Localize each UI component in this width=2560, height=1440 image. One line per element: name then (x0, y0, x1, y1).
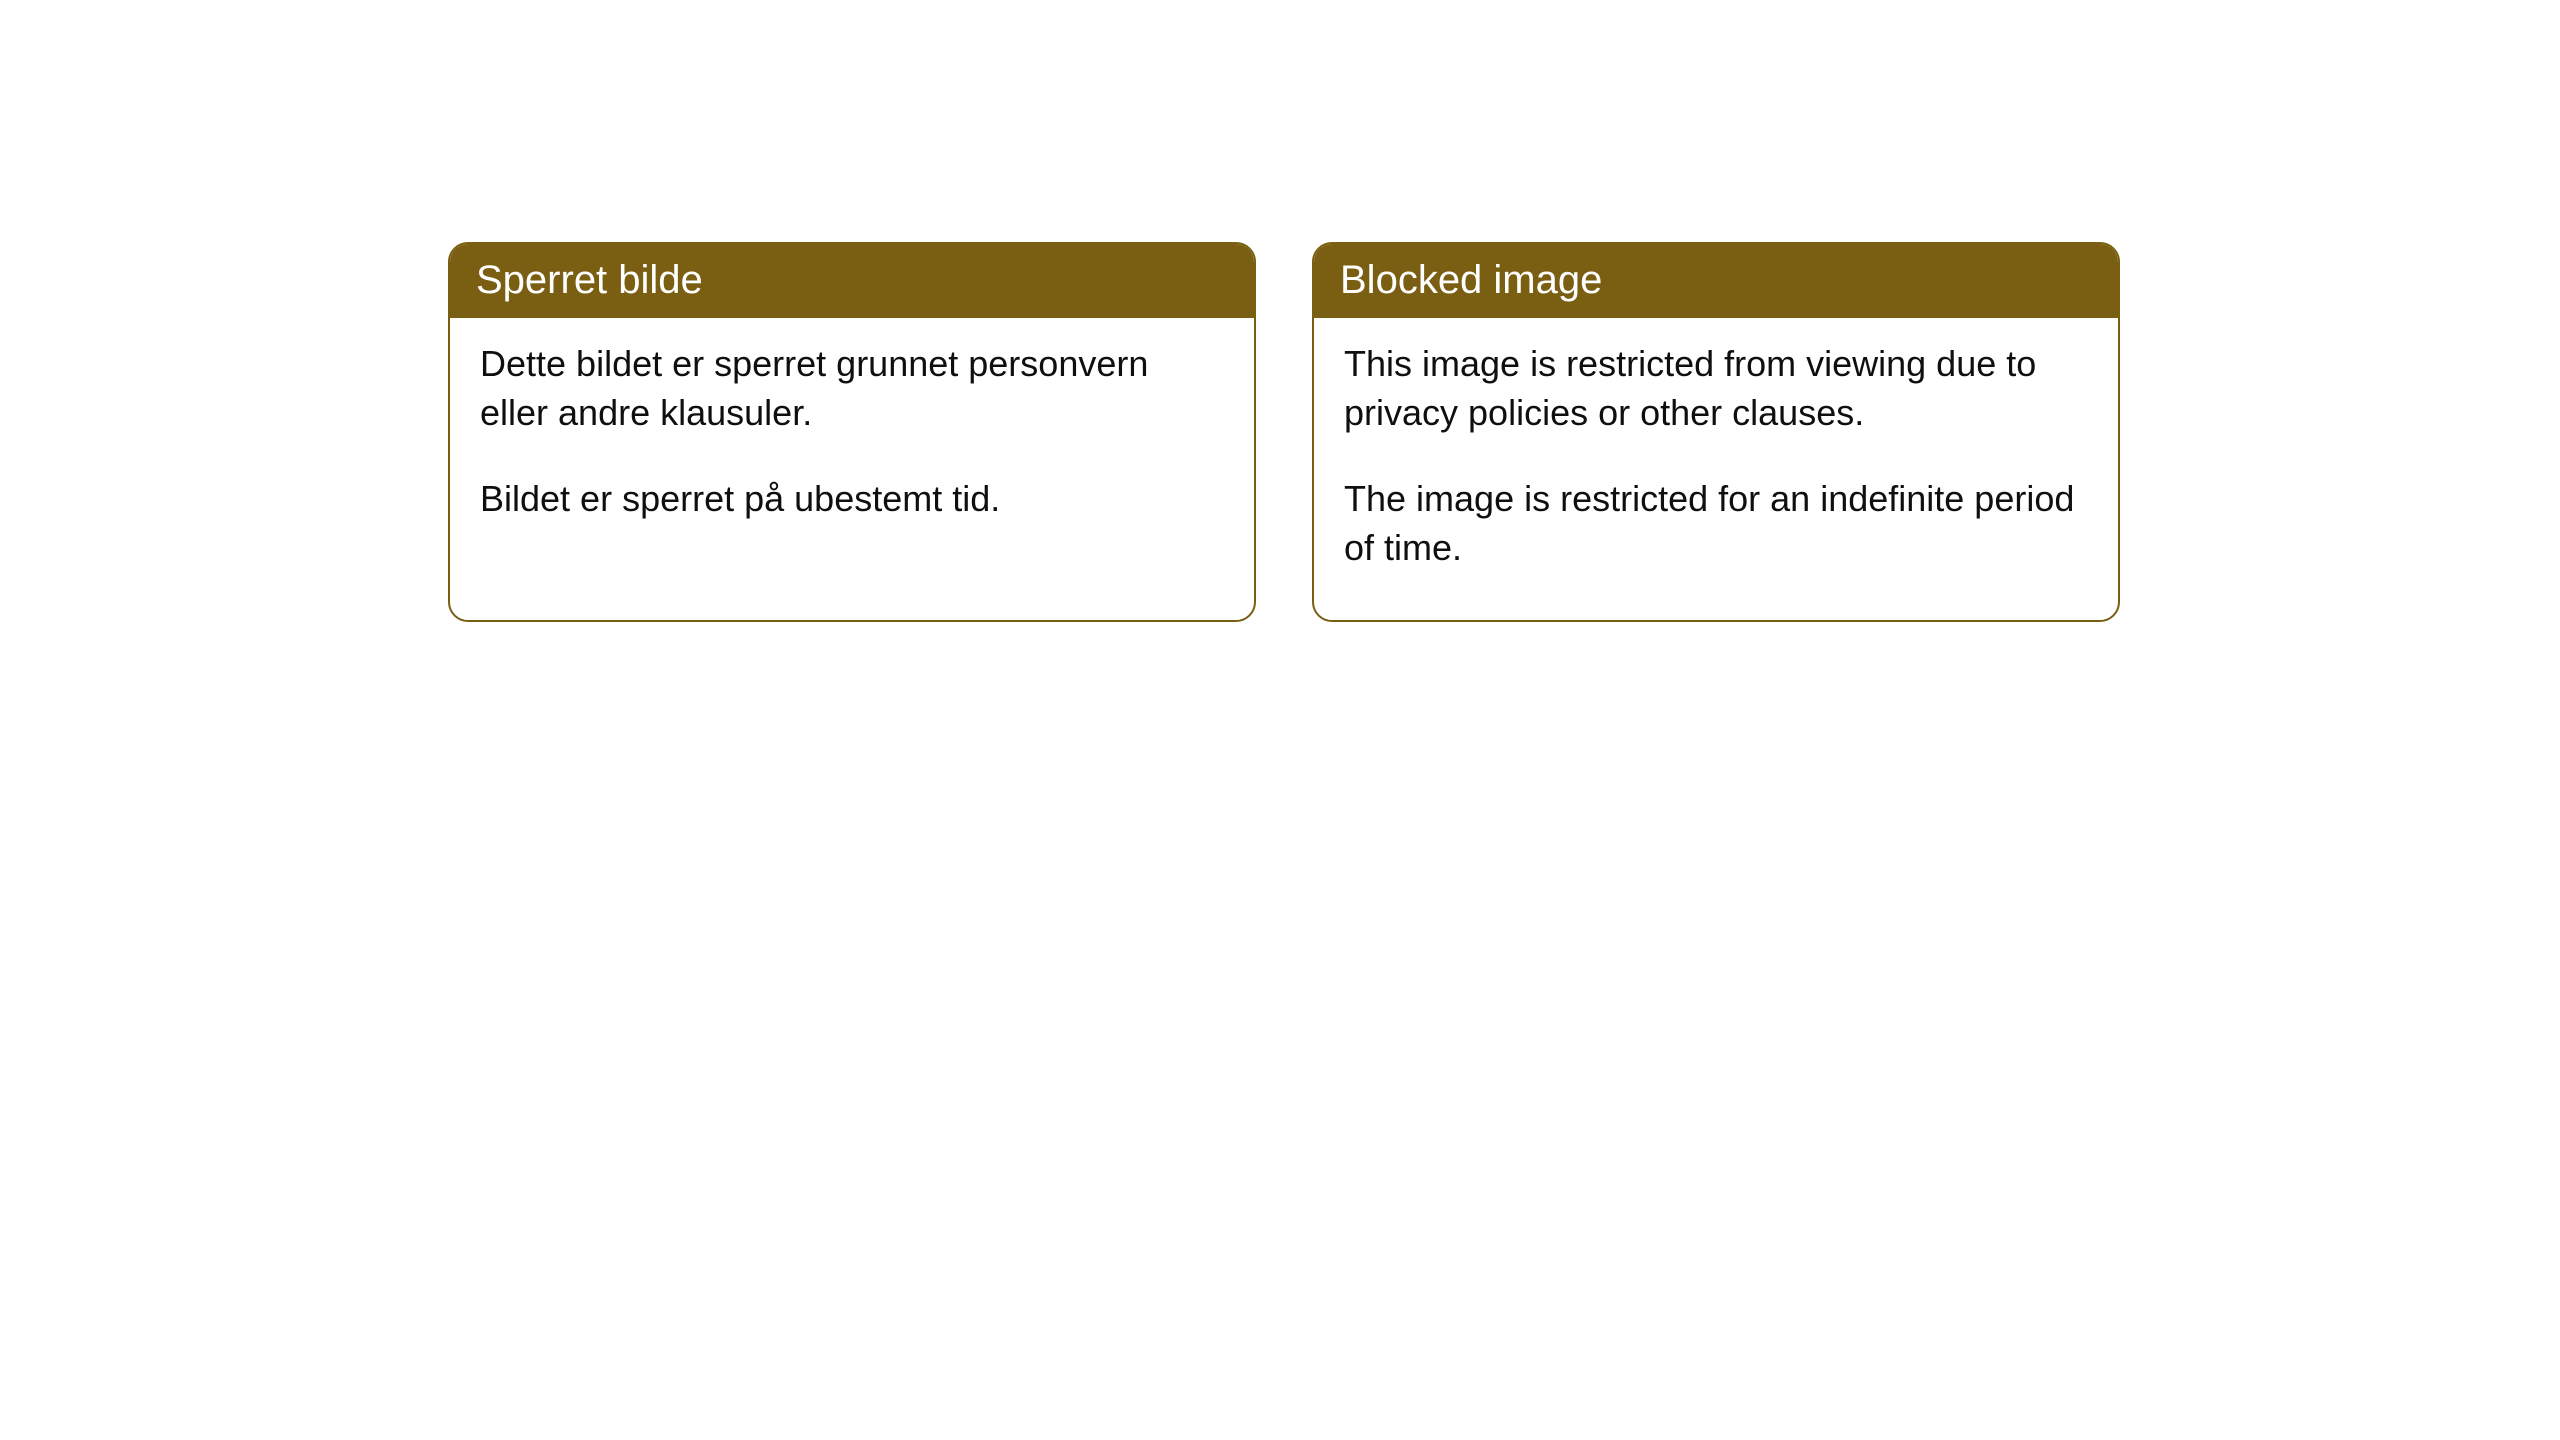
card-paragraph-2: Bildet er sperret på ubestemt tid. (480, 475, 1224, 524)
blocked-image-card-english: Blocked image This image is restricted f… (1312, 242, 2120, 622)
card-paragraph-1: This image is restricted from viewing du… (1344, 340, 2088, 437)
card-header-english: Blocked image (1314, 244, 2118, 318)
card-paragraph-1: Dette bildet er sperret grunnet personve… (480, 340, 1224, 437)
card-body-english: This image is restricted from viewing du… (1314, 318, 2118, 620)
card-paragraph-2: The image is restricted for an indefinit… (1344, 475, 2088, 572)
card-header-norwegian: Sperret bilde (450, 244, 1254, 318)
blocked-image-card-norwegian: Sperret bilde Dette bildet er sperret gr… (448, 242, 1256, 622)
card-body-norwegian: Dette bildet er sperret grunnet personve… (450, 318, 1254, 572)
cards-container: Sperret bilde Dette bildet er sperret gr… (0, 0, 2560, 622)
